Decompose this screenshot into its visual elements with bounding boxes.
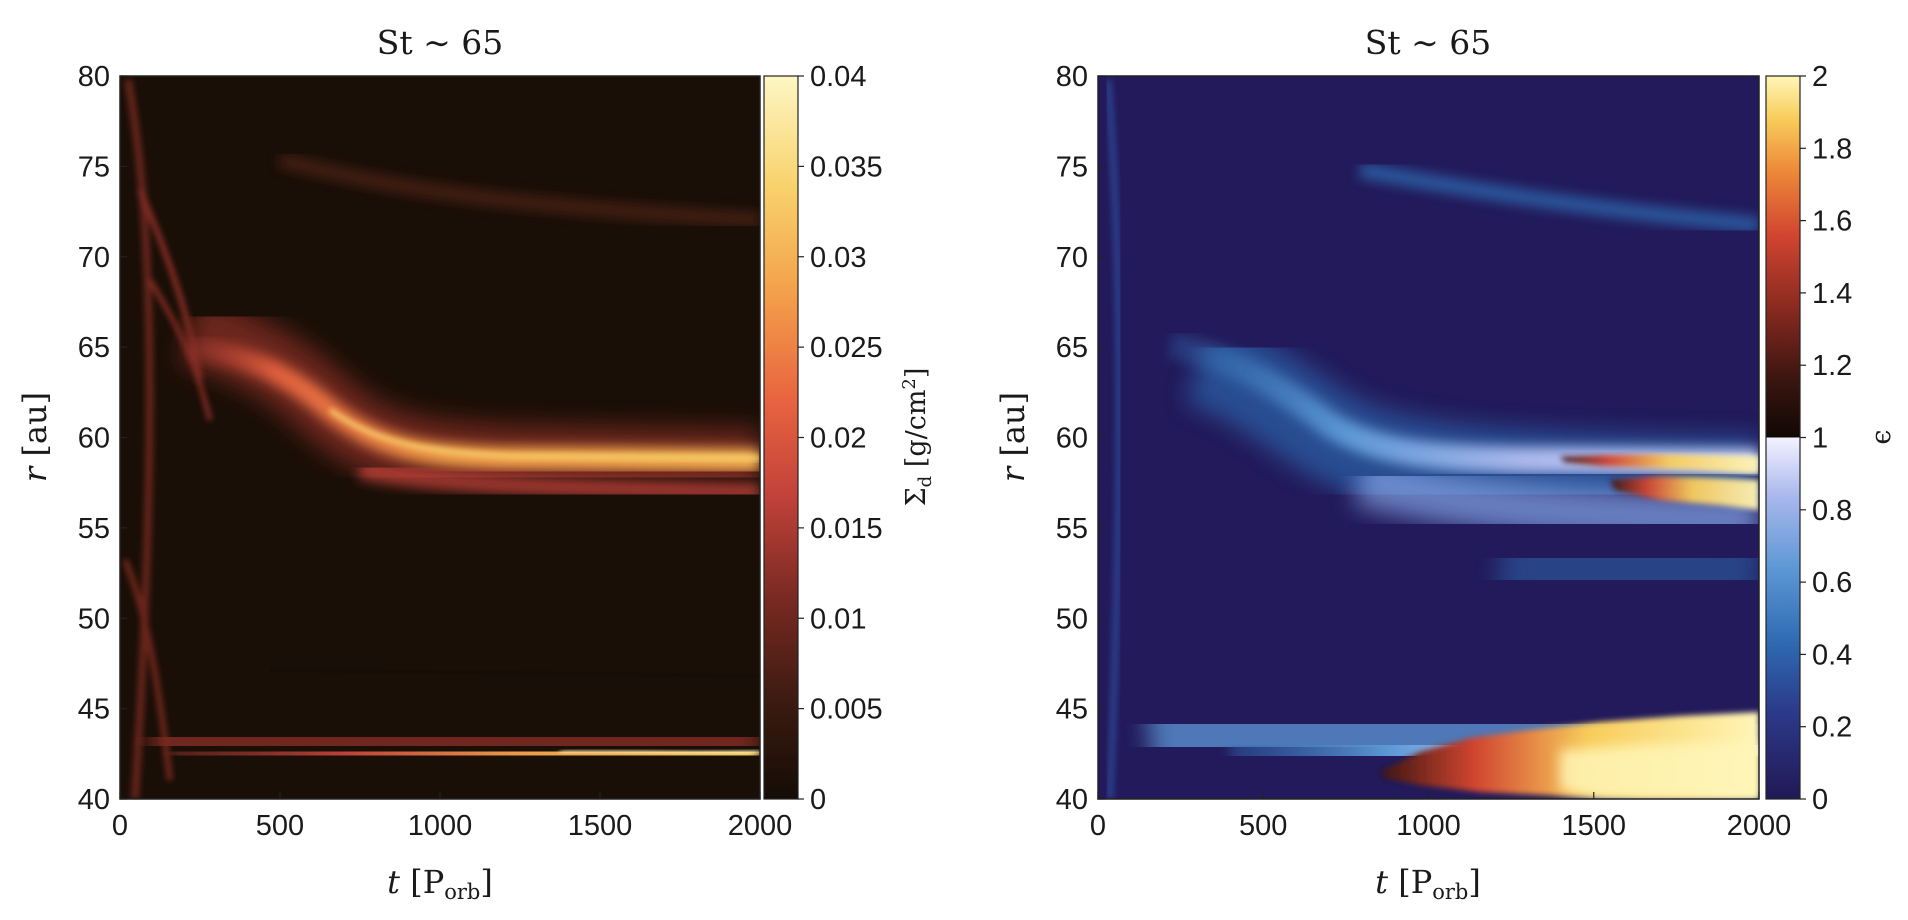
left-colorbar bbox=[763, 75, 799, 800]
left-colorbar-tick-label: 0.04 bbox=[810, 61, 866, 93]
left-colorbar-ticks: 0 0.005 0.01 0.015 0.02 0.025 0.03 0.035 0.04 bbox=[798, 61, 883, 816]
left-y-axis: 40 45 50 55 60 65 70 75 80 bbox=[78, 61, 127, 816]
left-colorbar-tick-label: 0.015 bbox=[810, 513, 883, 545]
left-colorbar-tick-label: 0.035 bbox=[810, 151, 883, 183]
left-y-tick-label: 50 bbox=[78, 603, 110, 635]
right-y-tick-label: 65 bbox=[1056, 332, 1088, 364]
left-colorbar-tick-label: 0.02 bbox=[810, 423, 866, 455]
left-y-tick-label: 60 bbox=[78, 423, 110, 455]
left-heatmap bbox=[120, 76, 760, 799]
right-colorbar-tick-label: 0.4 bbox=[1812, 639, 1852, 671]
left-x-axis: 0 500 1000 1500 2000 bbox=[112, 792, 792, 842]
right-colorbar-tick-label: 0.8 bbox=[1812, 495, 1852, 527]
right-x-tick-label: 0 bbox=[1090, 810, 1106, 842]
right-x-axis: 0 500 1000 1500 2000 bbox=[1090, 792, 1791, 842]
right-y-tick-label: 60 bbox=[1056, 423, 1088, 455]
right-heatmap bbox=[1098, 76, 1759, 799]
left-y-tick-label: 65 bbox=[78, 332, 110, 364]
left-colorbar-tick-label: 0.025 bbox=[810, 332, 883, 364]
right-colorbar-tick-label: 0.2 bbox=[1812, 712, 1852, 744]
left-colorbar-label: Σd [g/cm2] bbox=[899, 368, 936, 507]
right-y-tick-label: 55 bbox=[1056, 513, 1088, 545]
right-colorbar-tick-label: 2 bbox=[1812, 61, 1828, 93]
left-colorbar-tick-label: 0.01 bbox=[810, 603, 866, 635]
right-x-tick-label: 1000 bbox=[1396, 810, 1461, 842]
left-x-tick-label: 1000 bbox=[408, 810, 473, 842]
right-y-tick-label: 40 bbox=[1056, 784, 1088, 816]
right-colorbar-label: ϵ bbox=[1866, 429, 1897, 444]
left-y-tick-label: 55 bbox=[78, 513, 110, 545]
right-y-tick-label: 70 bbox=[1056, 242, 1088, 274]
right-x-tick-label: 1500 bbox=[1561, 810, 1626, 842]
left-colorbar-tick-label: 0.03 bbox=[810, 242, 866, 274]
left-y-axis-label: r [au] bbox=[16, 392, 54, 482]
right-y-tick-label: 45 bbox=[1056, 694, 1088, 726]
left-x-tick-label: 2000 bbox=[728, 810, 793, 842]
left-title: St ∼ 65 bbox=[377, 23, 504, 62]
left-colorbar-tick-label: 0 bbox=[810, 784, 826, 816]
right-y-tick-label: 75 bbox=[1056, 151, 1088, 183]
left-y-tick-label: 40 bbox=[78, 784, 110, 816]
right-colorbar-tick-label: 0.6 bbox=[1812, 567, 1852, 599]
left-x-tick-label: 0 bbox=[112, 810, 128, 842]
right-colorbar-tick-label: 0 bbox=[1812, 784, 1828, 816]
left-y-tick-label: 70 bbox=[78, 242, 110, 274]
right-colorbar bbox=[1765, 75, 1801, 800]
right-colorbar-tick-label: 1 bbox=[1812, 423, 1828, 455]
right-colorbar-tick-label: 1.4 bbox=[1812, 278, 1852, 310]
left-x-axis-label: t [Porb] bbox=[387, 863, 493, 904]
right-x-tick-label: 2000 bbox=[1727, 810, 1792, 842]
left-y-tick-label: 75 bbox=[78, 151, 110, 183]
left-y-tick-label: 80 bbox=[78, 61, 110, 93]
left-x-tick-label: 500 bbox=[256, 810, 304, 842]
left-y-tick-label: 45 bbox=[78, 694, 110, 726]
right-colorbar-tick-label: 1.2 bbox=[1812, 350, 1852, 382]
left-panel: St ∼ 65 bbox=[16, 23, 936, 904]
right-colorbar-tick-label: 1.8 bbox=[1812, 133, 1852, 165]
left-colorbar-tick-label: 0.005 bbox=[810, 694, 883, 726]
right-title: St ∼ 65 bbox=[1365, 23, 1492, 62]
right-x-axis-label: t [Porb] bbox=[1375, 863, 1481, 904]
left-x-tick-label: 1500 bbox=[568, 810, 633, 842]
right-y-tick-label: 50 bbox=[1056, 603, 1088, 635]
right-x-tick-label: 500 bbox=[1239, 810, 1287, 842]
right-y-axis: 40 45 50 55 60 65 70 75 80 bbox=[1056, 61, 1105, 816]
right-y-axis-label: r [au] bbox=[994, 392, 1032, 482]
right-colorbar-tick-label: 1.6 bbox=[1812, 206, 1852, 238]
right-y-tick-label: 80 bbox=[1056, 61, 1088, 93]
right-colorbar-ticks: 0 0.2 0.4 0.6 0.8 1 1.2 1.4 1.6 1.8 2 bbox=[1800, 61, 1852, 816]
